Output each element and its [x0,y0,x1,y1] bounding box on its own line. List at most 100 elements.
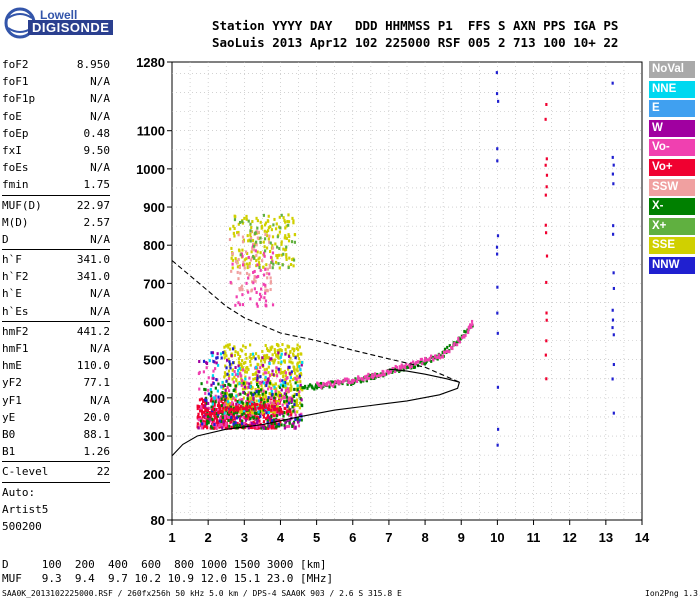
echo-point [205,396,208,400]
echo-point [251,238,255,242]
echo-point [288,421,291,425]
echo-point [230,246,233,250]
echo-point [278,396,281,400]
echo-point [270,261,273,265]
echo-point [241,409,244,413]
header-values: SaoLuis 2013 Apr12 102 225000 RSF 005 2 … [212,35,619,50]
x-tick-label: 12 [562,530,576,545]
echo-point [544,163,547,167]
echo-point [241,419,244,423]
echo-point [355,379,359,383]
echo-point [293,369,296,373]
echo-point [210,425,213,429]
lowell-digisonde-logo: Lowell DIGISONDE [2,6,122,46]
echo-point [283,236,286,240]
echo-point [283,392,286,396]
echo-point [247,368,250,372]
echo-point [270,421,273,425]
echo-point [228,407,231,411]
echo-point [272,425,275,429]
echo-point [253,402,256,406]
echo-point [209,399,213,403]
echo-point [249,222,252,226]
echo-point [243,263,246,267]
echo-point [225,358,229,362]
param-value: N/A [90,287,110,301]
echo-point [266,349,270,353]
echo-point [284,374,288,378]
echo-point [206,426,209,430]
echo-point [220,392,223,396]
echo-point [249,229,252,233]
echo-point [204,421,207,425]
echo-point [238,287,241,291]
echo-point [243,422,246,426]
echo-point [258,415,261,419]
echo-point [223,416,226,420]
echo-point [239,271,242,275]
param-row: yE 20.0 [2,409,110,426]
echo-point [199,409,202,413]
echo-point [213,411,217,415]
echo-point [413,365,417,369]
param-value: 22.97 [76,198,110,212]
param-name: h`E [2,287,22,301]
echo-point [249,233,252,237]
echo-point [266,419,269,423]
echo-point [249,396,252,400]
echo-point [282,396,285,400]
echo-point [211,412,214,416]
echo-point [284,407,287,411]
echo-point [237,277,240,281]
echo-point [201,424,204,428]
echo-point [250,421,254,425]
param-value: 1.75 [83,178,111,192]
echo-point [287,401,291,405]
echo-point [259,236,262,240]
echo-point [415,361,418,365]
param-row: B0 88.1 [2,426,110,443]
echo-point [267,219,270,223]
param-value: 0.48 [83,126,111,140]
echo-point [248,410,251,414]
echo-point [208,359,211,363]
echo-point [254,372,257,376]
echo-point [264,285,267,289]
echo-point [233,345,236,349]
echo-point [246,381,249,385]
echo-point [242,260,245,264]
echo-point [294,356,297,360]
echo-point [235,379,238,383]
echo-point [210,397,213,401]
param-name: foEs [2,161,29,175]
echo-point [247,426,250,430]
echo-point [251,401,254,405]
echo-point [271,266,274,270]
echo-point [266,356,269,360]
echo-point [227,412,231,416]
echo-point [382,370,385,374]
echo-point [267,226,270,230]
echo-point [237,360,241,364]
echo-point [279,410,282,414]
echo-point [291,258,294,262]
echo-point [234,303,237,307]
param-row: C-level 22 [2,463,110,480]
echo-point [236,351,239,355]
echo-point [227,419,230,423]
echo-point [234,373,237,377]
echo-point [252,254,255,258]
echo-point [296,417,299,421]
param-row: foF1 N/A [2,73,110,90]
echo-point [264,395,267,399]
echo-point [265,381,268,385]
echo-point [269,418,272,422]
echo-point [261,425,264,429]
param-value: 1.26 [83,445,111,459]
echo-point [311,386,314,390]
echo-point [249,421,253,425]
echo-point [239,372,242,376]
echo-point [271,353,274,357]
echo-point [231,368,235,372]
echo-point [236,421,239,425]
